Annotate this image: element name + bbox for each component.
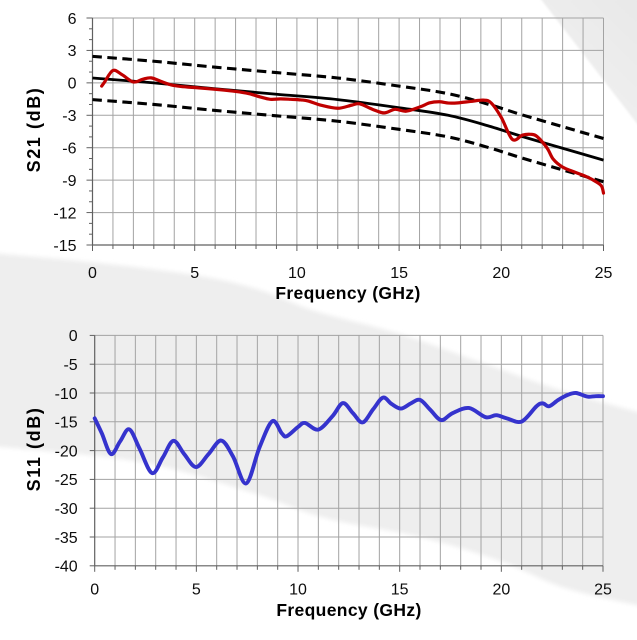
svg-text:S21 (dB): S21 (dB) <box>24 87 44 173</box>
svg-text:0: 0 <box>90 581 99 598</box>
svg-text:6: 6 <box>68 11 77 28</box>
svg-text:10: 10 <box>289 581 307 598</box>
svg-text:-30: -30 <box>55 501 78 518</box>
svg-text:-3: -3 <box>62 108 76 125</box>
svg-text:0: 0 <box>69 328 78 345</box>
svg-text:5: 5 <box>192 581 201 598</box>
svg-text:-15: -15 <box>55 415 78 432</box>
svg-text:-25: -25 <box>55 472 78 489</box>
svg-text:0: 0 <box>68 76 77 93</box>
svg-text:10: 10 <box>288 265 306 282</box>
svg-text:-6: -6 <box>62 141 76 158</box>
svg-text:Frequency (GHz): Frequency (GHz) <box>275 283 420 303</box>
svg-text:5: 5 <box>190 265 199 282</box>
svg-text:-12: -12 <box>53 205 76 222</box>
svg-text:25: 25 <box>594 581 612 598</box>
svg-text:-5: -5 <box>63 357 77 374</box>
svg-text:0: 0 <box>88 265 97 282</box>
svg-text:15: 15 <box>391 581 409 598</box>
svg-text:20: 20 <box>492 265 510 282</box>
svg-text:-20: -20 <box>55 443 78 460</box>
svg-text:-15: -15 <box>53 238 76 255</box>
svg-text:-40: -40 <box>55 559 78 576</box>
svg-text:3: 3 <box>68 43 77 60</box>
svg-text:S11 (dB): S11 (dB) <box>24 407 44 492</box>
svg-text:-35: -35 <box>55 530 78 547</box>
svg-text:-10: -10 <box>55 386 78 403</box>
svg-text:15: 15 <box>390 265 408 282</box>
svg-text:25: 25 <box>595 265 613 282</box>
svg-text:Frequency (GHz): Frequency (GHz) <box>276 600 421 620</box>
svg-text:-9: -9 <box>62 173 76 190</box>
svg-text:20: 20 <box>492 581 510 598</box>
